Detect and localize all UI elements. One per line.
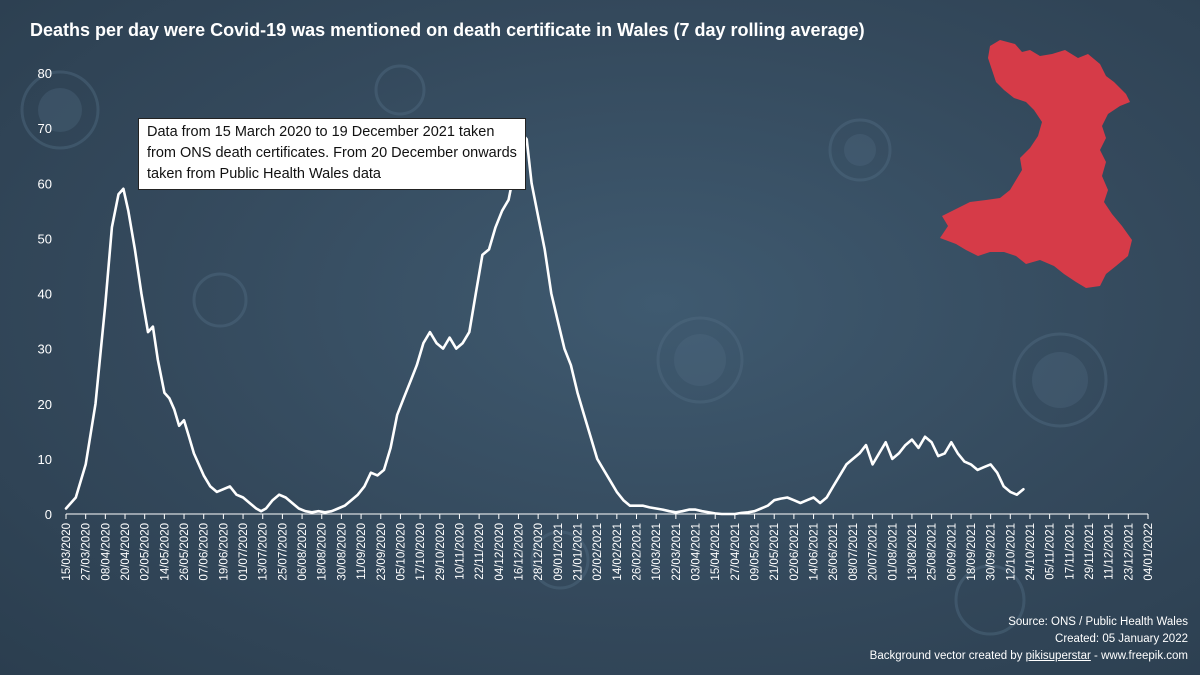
x-tick-label: 20/07/2021 bbox=[868, 523, 880, 581]
background-credit-author-link[interactable]: pikisuperstar bbox=[1025, 650, 1091, 662]
x-tick-label: 16/12/2020 bbox=[513, 523, 525, 581]
x-tick-label: 27/03/2020 bbox=[81, 523, 93, 581]
x-tick-label: 05/11/2021 bbox=[1045, 523, 1057, 580]
x-tick-label: 25/07/2020 bbox=[277, 523, 289, 581]
background-credit: Background vector created by pikisuperst… bbox=[870, 648, 1188, 665]
wales-map-icon bbox=[940, 40, 1132, 288]
x-tick-label: 17/10/2020 bbox=[415, 523, 427, 581]
x-tick-label: 02/06/2021 bbox=[789, 523, 801, 581]
y-axis: 0 10 20 30 40 50 60 70 80 bbox=[38, 66, 52, 522]
x-tick-label: 19/06/2020 bbox=[218, 523, 230, 581]
series-line-rolling-average bbox=[64, 132, 1025, 516]
x-tick-label: 14/06/2021 bbox=[809, 523, 821, 581]
y-tick-label: 0 bbox=[45, 507, 52, 522]
x-tick-label: 08/04/2020 bbox=[100, 523, 112, 581]
x-tick-label: 20/04/2020 bbox=[120, 523, 132, 581]
x-tick-label: 14/05/2020 bbox=[159, 523, 171, 581]
y-tick-label: 80 bbox=[38, 66, 52, 81]
x-tick-label: 26/02/2021 bbox=[632, 523, 644, 581]
x-tick-label: 05/10/2020 bbox=[395, 523, 407, 581]
data-source-note: Data from 15 March 2020 to 19 December 2… bbox=[138, 118, 526, 190]
created-date: Created: 05 January 2022 bbox=[1055, 633, 1188, 645]
x-tick-label: 03/04/2021 bbox=[691, 523, 703, 581]
source-credit: Source: ONS / Public Health Wales bbox=[1008, 616, 1188, 628]
x-tick-label: 01/07/2020 bbox=[238, 523, 250, 581]
x-tick-label: 08/07/2021 bbox=[848, 523, 860, 581]
y-tick-label: 60 bbox=[38, 176, 52, 191]
y-tick-label: 40 bbox=[38, 287, 52, 302]
x-tick-label: 07/06/2020 bbox=[199, 523, 211, 581]
x-tick-label: 13/08/2021 bbox=[907, 523, 919, 581]
x-tick-label: 23/12/2021 bbox=[1123, 523, 1135, 581]
credits: Source: ONS / Public Health Wales Create… bbox=[870, 614, 1188, 665]
x-tick-label: 11/09/2020 bbox=[356, 523, 368, 580]
x-tick-label: 02/05/2020 bbox=[140, 523, 152, 581]
background-credit-prefix: Background vector created by bbox=[869, 650, 1026, 662]
x-tick-label: 13/07/2020 bbox=[258, 523, 270, 581]
x-tick-label: 18/09/2021 bbox=[966, 523, 978, 581]
x-tick-label: 04/12/2020 bbox=[494, 523, 506, 581]
x-tick-label: 26/05/2020 bbox=[179, 523, 191, 581]
y-tick-label: 30 bbox=[38, 342, 52, 357]
x-tick-label: 11/12/2021 bbox=[1104, 523, 1116, 580]
x-tick-label: 24/10/2021 bbox=[1025, 523, 1037, 581]
series-layer bbox=[64, 132, 1025, 516]
x-tick-label: 29/10/2020 bbox=[435, 523, 447, 581]
x-tick-label: 22/11/2020 bbox=[474, 523, 486, 580]
x-tick-label: 06/08/2020 bbox=[297, 523, 309, 581]
x-tick-label: 28/12/2020 bbox=[533, 523, 545, 581]
x-tick-label: 06/09/2021 bbox=[946, 523, 958, 581]
x-tick-label: 15/03/2020 bbox=[61, 523, 73, 581]
x-tick-label: 09/01/2021 bbox=[553, 523, 565, 581]
background-credit-suffix: - www.freepik.com bbox=[1090, 650, 1188, 662]
y-tick-label: 20 bbox=[38, 397, 52, 412]
x-tick-label: 22/03/2021 bbox=[671, 523, 683, 581]
x-tick-label: 21/05/2021 bbox=[769, 523, 781, 581]
x-tick-label: 02/02/2021 bbox=[592, 523, 604, 581]
x-tick-label: 01/08/2021 bbox=[887, 523, 899, 581]
wales-shape bbox=[940, 40, 1132, 288]
x-tick-label: 30/09/2021 bbox=[986, 523, 998, 581]
x-tick-label: 30/08/2020 bbox=[336, 523, 348, 581]
x-tick-label: 12/10/2021 bbox=[1005, 523, 1017, 581]
x-tick-label: 29/11/2021 bbox=[1084, 523, 1096, 580]
y-tick-label: 70 bbox=[38, 121, 52, 136]
x-tick-label: 04/01/2022 bbox=[1143, 523, 1155, 581]
y-tick-label: 10 bbox=[38, 452, 52, 467]
x-tick-label: 21/01/2021 bbox=[572, 523, 584, 581]
x-tick-label: 17/11/2021 bbox=[1064, 523, 1076, 580]
x-tick-label: 09/05/2021 bbox=[750, 523, 762, 581]
x-tick-label: 14/02/2021 bbox=[612, 523, 624, 581]
x-tick-label: 15/04/2021 bbox=[710, 523, 722, 581]
chart-title: Deaths per day were Covid-19 was mention… bbox=[30, 20, 865, 40]
x-tick-label: 10/11/2020 bbox=[454, 523, 466, 580]
x-tick-label: 18/08/2020 bbox=[317, 523, 329, 581]
x-tick-label: 27/04/2021 bbox=[730, 523, 742, 581]
x-tick-label: 26/06/2021 bbox=[828, 523, 840, 581]
x-tick-label: 25/08/2021 bbox=[927, 523, 939, 581]
x-axis: 15/03/2020 27/03/2020 08/04/2020 20/04/2020… bbox=[61, 513, 1155, 581]
x-tick-label: 23/09/2020 bbox=[376, 523, 388, 581]
x-tick-label: 10/03/2021 bbox=[651, 523, 663, 581]
y-tick-label: 50 bbox=[38, 231, 52, 246]
